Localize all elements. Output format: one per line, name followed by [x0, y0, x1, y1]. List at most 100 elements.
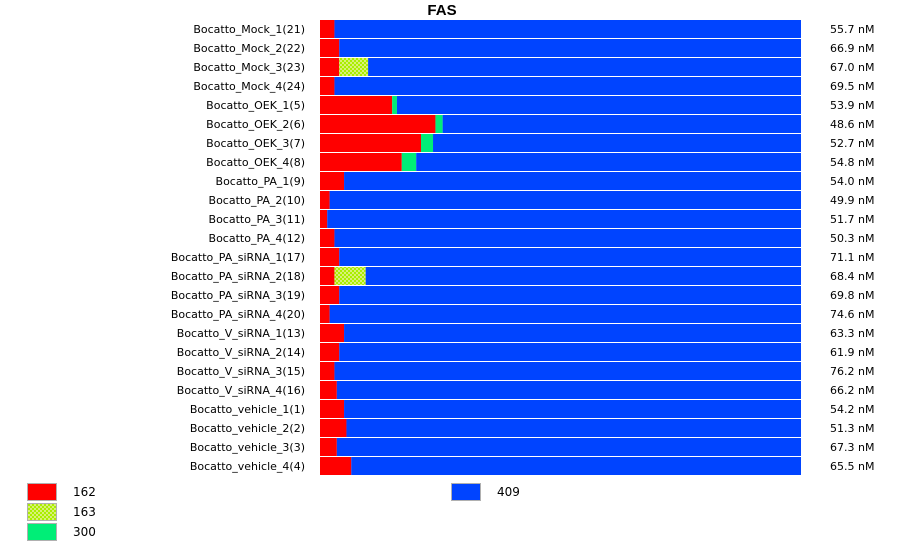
- bar-segment-409: [334, 77, 801, 95]
- bar-segment-409: [351, 457, 801, 475]
- bar-segment-162: [320, 172, 345, 190]
- bars-layer: [320, 20, 801, 475]
- category-label: Bocatto_PA_1(9): [216, 175, 305, 188]
- total-label: 65.5 nM: [830, 460, 874, 473]
- category-label: Bocatto_PA_siRNA_4(20): [171, 308, 305, 321]
- total-label: 50.3 nM: [830, 232, 874, 245]
- bar-segment-162: [320, 210, 328, 228]
- bar-segment-162: [320, 419, 347, 437]
- category-label: Bocatto_PA_3(11): [209, 213, 305, 226]
- bar-segment-162: [320, 58, 340, 76]
- legend-label: 163: [73, 505, 96, 519]
- legend-label: 409: [497, 485, 520, 499]
- category-label: Bocatto_PA_siRNA_3(19): [171, 289, 305, 302]
- chart-title: FAS: [427, 2, 457, 19]
- bar-segment-162: [320, 305, 330, 323]
- bar-segment-409: [339, 343, 801, 361]
- legend-swatch: [27, 523, 57, 541]
- category-label: Bocatto_OEK_3(7): [206, 137, 305, 150]
- category-label: Bocatto_V_siRNA_3(15): [177, 365, 305, 378]
- bar-segment-162: [320, 115, 436, 133]
- total-label: 51.3 nM: [830, 422, 874, 435]
- bar-segment-409: [334, 362, 801, 380]
- category-label: Bocatto_OEK_4(8): [206, 156, 305, 169]
- bar-segment-163: [339, 58, 369, 76]
- total-label: 71.1 nM: [830, 251, 874, 264]
- bar-segment-300: [435, 115, 443, 133]
- legend-swatch: [27, 483, 57, 501]
- category-label: Bocatto_Mock_4(24): [193, 80, 305, 93]
- category-label: Bocatto_Mock_1(21): [193, 23, 305, 36]
- legend-item-300: 300: [27, 522, 96, 542]
- bar-segment-409: [327, 210, 801, 228]
- total-label: 52.7 nM: [830, 137, 874, 150]
- category-label: Bocatto_Mock_2(22): [193, 42, 305, 55]
- bar-segment-409: [344, 324, 801, 342]
- bar-segment-162: [320, 248, 340, 266]
- total-label: 63.3 nM: [830, 327, 874, 340]
- category-label: Bocatto_OEK_1(5): [206, 99, 305, 112]
- category-label: Bocatto_PA_2(10): [209, 194, 305, 207]
- bar-segment-162: [320, 343, 340, 361]
- bar-segment-162: [320, 400, 345, 418]
- bar-segment-409: [344, 400, 801, 418]
- legend-item-409: 409: [451, 482, 520, 502]
- category-label: Bocatto_PA_siRNA_2(18): [171, 270, 305, 283]
- bar-segment-409: [339, 39, 801, 57]
- total-label: 69.8 nM: [830, 289, 874, 302]
- bar-segment-409: [433, 134, 801, 152]
- total-label: 48.6 nM: [830, 118, 874, 131]
- category-label: Bocatto_V_siRNA_1(13): [177, 327, 305, 340]
- bar-segment-162: [320, 191, 330, 209]
- total-label: 53.9 nM: [830, 99, 874, 112]
- bar-segment-162: [320, 324, 345, 342]
- bar-segment-409: [416, 153, 801, 171]
- bar-segment-162: [320, 20, 335, 38]
- total-label: 54.8 nM: [830, 156, 874, 169]
- category-label: Bocatto_vehicle_3(3): [190, 441, 305, 454]
- bar-segment-409: [339, 286, 801, 304]
- bar-segment-409: [334, 20, 801, 38]
- legend-swatch: [451, 483, 481, 501]
- category-label: Bocatto_V_siRNA_2(14): [177, 346, 305, 359]
- category-label: Bocatto_PA_4(12): [209, 232, 305, 245]
- total-label: 69.5 nM: [830, 80, 874, 93]
- bar-segment-162: [320, 229, 335, 247]
- legend-label: 162: [73, 485, 96, 499]
- bar-segment-162: [320, 267, 335, 285]
- legend-label: 300: [73, 525, 96, 539]
- category-label: Bocatto_PA_siRNA_1(17): [171, 251, 305, 264]
- bar-segment-163: [334, 267, 366, 285]
- total-label: 67.3 nM: [830, 441, 874, 454]
- total-label: 54.0 nM: [830, 175, 874, 188]
- bar-segment-409: [336, 438, 801, 456]
- category-labels: Bocatto_Mock_1(21) Bocatto_Mock_2(22) Boca…: [171, 23, 305, 473]
- bar-segment-409: [329, 191, 801, 209]
- bar-segment-409: [368, 58, 801, 76]
- legend-item-163: 163: [27, 502, 96, 522]
- bar-segment-162: [320, 438, 337, 456]
- total-label: 66.2 nM: [830, 384, 874, 397]
- legend-item-162: 162: [27, 482, 96, 502]
- bar-segment-300: [401, 153, 417, 171]
- total-label: 61.9 nM: [830, 346, 874, 359]
- bar-segment-162: [320, 96, 393, 114]
- bar-segment-300: [392, 96, 397, 114]
- bar-segment-162: [320, 381, 337, 399]
- bar-segment-300: [421, 134, 434, 152]
- bar-segment-409: [329, 305, 801, 323]
- total-label: 66.9 nM: [830, 42, 874, 55]
- bar-segment-162: [320, 134, 422, 152]
- bar-segment-409: [344, 172, 801, 190]
- category-label: Bocatto_V_siRNA_4(16): [177, 384, 305, 397]
- bar-segment-409: [339, 248, 801, 266]
- bar-segment-162: [320, 77, 335, 95]
- total-label: 76.2 nM: [830, 365, 874, 378]
- bar-segment-409: [334, 229, 801, 247]
- legend-swatch: [27, 503, 57, 521]
- bar-segment-409: [346, 419, 801, 437]
- category-label: Bocatto_Mock_3(23): [193, 61, 305, 74]
- total-label: 68.4 nM: [830, 270, 874, 283]
- bar-segment-409: [365, 267, 801, 285]
